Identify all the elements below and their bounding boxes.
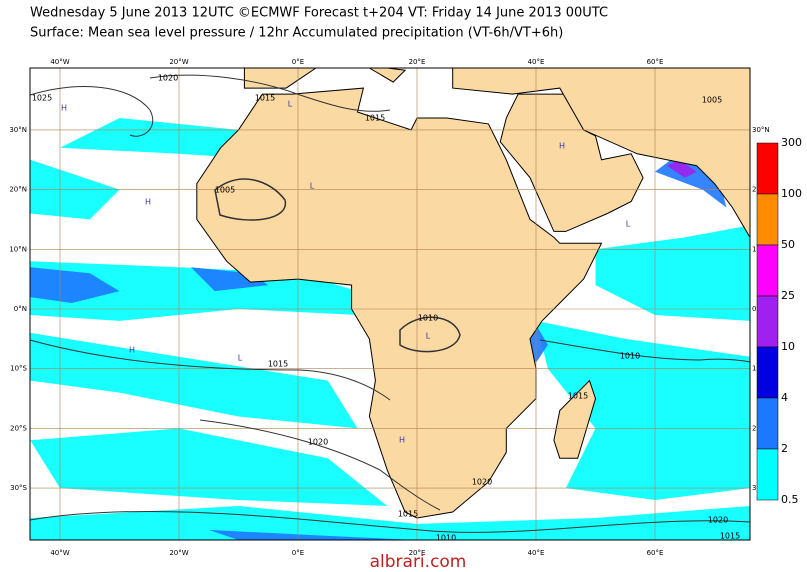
- latitude-label: 20: [752, 424, 761, 432]
- longitude-label: 20°E: [409, 58, 426, 66]
- colorbar-bin: [756, 193, 779, 246]
- isobar-label: 1015: [568, 392, 588, 401]
- colorbar-bin: [756, 142, 779, 195]
- latitude-label: 20°N: [9, 186, 27, 194]
- pressure-center: H: [129, 346, 135, 355]
- isobar-label: 1020: [472, 478, 492, 487]
- colorbar-label: 0.5: [781, 493, 799, 506]
- colorbar-label: 300: [781, 136, 802, 149]
- isobars: [29, 74, 751, 533]
- colorbar-label: 25: [781, 289, 795, 302]
- latitude-label: 30°N: [9, 126, 27, 134]
- isobar-line: [214, 178, 286, 221]
- latitude-label: 10: [752, 245, 761, 253]
- precip-area: [30, 267, 120, 303]
- isobar-label: 1020: [708, 516, 728, 525]
- isobar-label: 1015: [365, 114, 385, 123]
- latitude-label: 30°S: [10, 484, 27, 492]
- latitude-label: 30°N: [752, 126, 770, 134]
- isobar-line: [399, 316, 461, 353]
- isobar-line: [29, 510, 751, 533]
- title-line-2: Surface: Mean sea level pressure / 12hr …: [30, 26, 563, 41]
- isobar-line: [199, 419, 441, 511]
- pressure-center: H: [61, 104, 67, 113]
- isobar-label: 1005: [702, 96, 722, 105]
- colorbar-bin: [756, 346, 779, 399]
- colorbar-bin: [756, 244, 779, 297]
- latitude-label: 30: [752, 484, 761, 492]
- latitude-label: 10°N: [9, 245, 27, 253]
- pressure-center: L: [626, 220, 631, 229]
- longitude-label: 0°E: [292, 549, 304, 557]
- longitude-label: 0°E: [292, 58, 304, 66]
- isobar-label: 1020: [158, 74, 178, 83]
- pressure-center: L: [238, 354, 243, 363]
- isobar-label: 1015: [398, 510, 418, 519]
- isobar-line: [539, 339, 751, 363]
- isobar-line: [149, 74, 391, 112]
- isobar-label: 1010: [436, 534, 456, 543]
- colorbar-label: 50: [781, 238, 795, 251]
- colorbar-bin: [756, 295, 779, 348]
- graticule: 40°W 40°W 20°W 20°W 0°E 0°E 20°E 20°E 40°E 40°E 60…: [9, 58, 769, 557]
- colorbar-label: 10: [781, 340, 795, 353]
- longitude-label: 40°W: [50, 549, 69, 557]
- precip-area: [30, 506, 751, 540]
- precip-area: [536, 320, 750, 500]
- latitude-label: 20: [752, 186, 761, 194]
- precip-area: [666, 159, 697, 178]
- isobar-line: [29, 86, 153, 137]
- isobar-label: 1025: [32, 94, 52, 103]
- longitude-label: 60°E: [647, 58, 664, 66]
- longitude-label: 20°W: [169, 58, 188, 66]
- latitude-label: 20°S: [10, 424, 27, 432]
- colorbar-bin: [756, 448, 779, 501]
- pressure-center: H: [559, 142, 565, 151]
- isobar-label: 1005: [215, 186, 235, 195]
- title-line-1: Wednesday 5 June 2013 12UTC ©ECMWF Forec…: [30, 6, 608, 21]
- latitude-label: 0°N: [14, 305, 27, 313]
- longitude-label: 60°E: [647, 549, 664, 557]
- land-area: [553, 379, 597, 459]
- pressure-center: H: [399, 436, 405, 445]
- isobar-label: 1015: [268, 360, 288, 369]
- colorbar-label: 4: [781, 391, 788, 404]
- pressure-center: H: [145, 198, 151, 207]
- longitude-label: 20°W: [169, 549, 188, 557]
- colorbar-bin: [756, 397, 779, 450]
- precip-area: [60, 118, 269, 160]
- pressure-center: L: [310, 182, 315, 191]
- colorbar-label: 100: [781, 187, 802, 200]
- precip-area: [208, 529, 417, 540]
- isobar-line: [29, 339, 391, 401]
- isobar-label: 1010: [620, 352, 640, 361]
- latitude-label: 10: [752, 365, 761, 373]
- isobar-label: 1015: [720, 532, 740, 541]
- isobar-label: 1020: [308, 438, 328, 447]
- map-frame: [29, 67, 751, 541]
- isobar-label: 1015: [255, 94, 275, 103]
- colorbar-label: 2: [781, 442, 788, 455]
- longitude-label: 40°E: [528, 58, 545, 66]
- longitude-label: 40°W: [50, 58, 69, 66]
- pressure-center: L: [426, 332, 431, 341]
- watermark: albrari.com: [370, 552, 467, 568]
- longitude-label: 40°E: [528, 549, 545, 557]
- longitude-label: 20°E: [409, 549, 426, 557]
- pressure-center: L: [288, 100, 293, 109]
- precip-area: [30, 332, 358, 429]
- latitude-label: 10°S: [10, 365, 27, 373]
- isobar-label: 1010: [418, 314, 438, 323]
- latitude-label: 0: [752, 305, 756, 313]
